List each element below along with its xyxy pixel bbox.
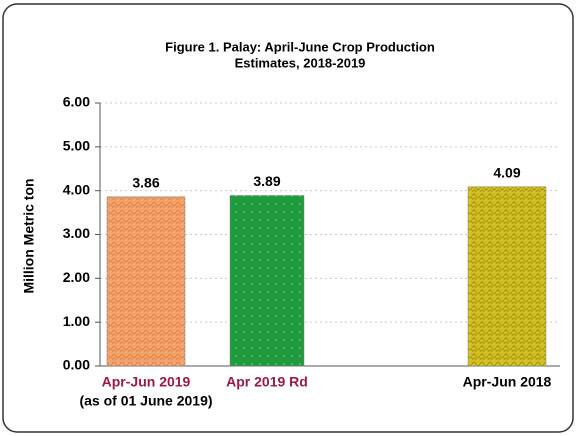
chart-title: Figure 1. Palay: April-June Crop Product… <box>165 39 435 54</box>
annotation: (as of 01 June 2019) <box>79 393 212 409</box>
y-tick-label: 1.00 <box>63 313 90 329</box>
data-label: 4.09 <box>493 164 520 180</box>
y-tick-label: 5.00 <box>63 138 90 154</box>
chart-title: Estimates, 2018-2019 <box>235 55 366 70</box>
data-label: 3.89 <box>253 173 280 189</box>
y-tick-label: 4.00 <box>63 181 90 197</box>
x-tick-label: Apr-Jun 2018 <box>463 374 552 390</box>
y-tick-label: 2.00 <box>63 269 90 285</box>
y-tick-label: 6.00 <box>63 94 90 110</box>
bar <box>467 186 547 367</box>
y-axis-label: Million Metric ton <box>21 178 37 293</box>
y-tick-label: 0.00 <box>63 357 90 373</box>
x-tick-label: Apr-Jun 2019 <box>102 374 191 390</box>
y-tick-label: 3.00 <box>63 225 90 241</box>
bar <box>106 196 186 367</box>
bar <box>229 195 305 367</box>
data-label: 3.86 <box>132 175 159 191</box>
x-tick-label: Apr 2019 Rd <box>226 374 308 390</box>
